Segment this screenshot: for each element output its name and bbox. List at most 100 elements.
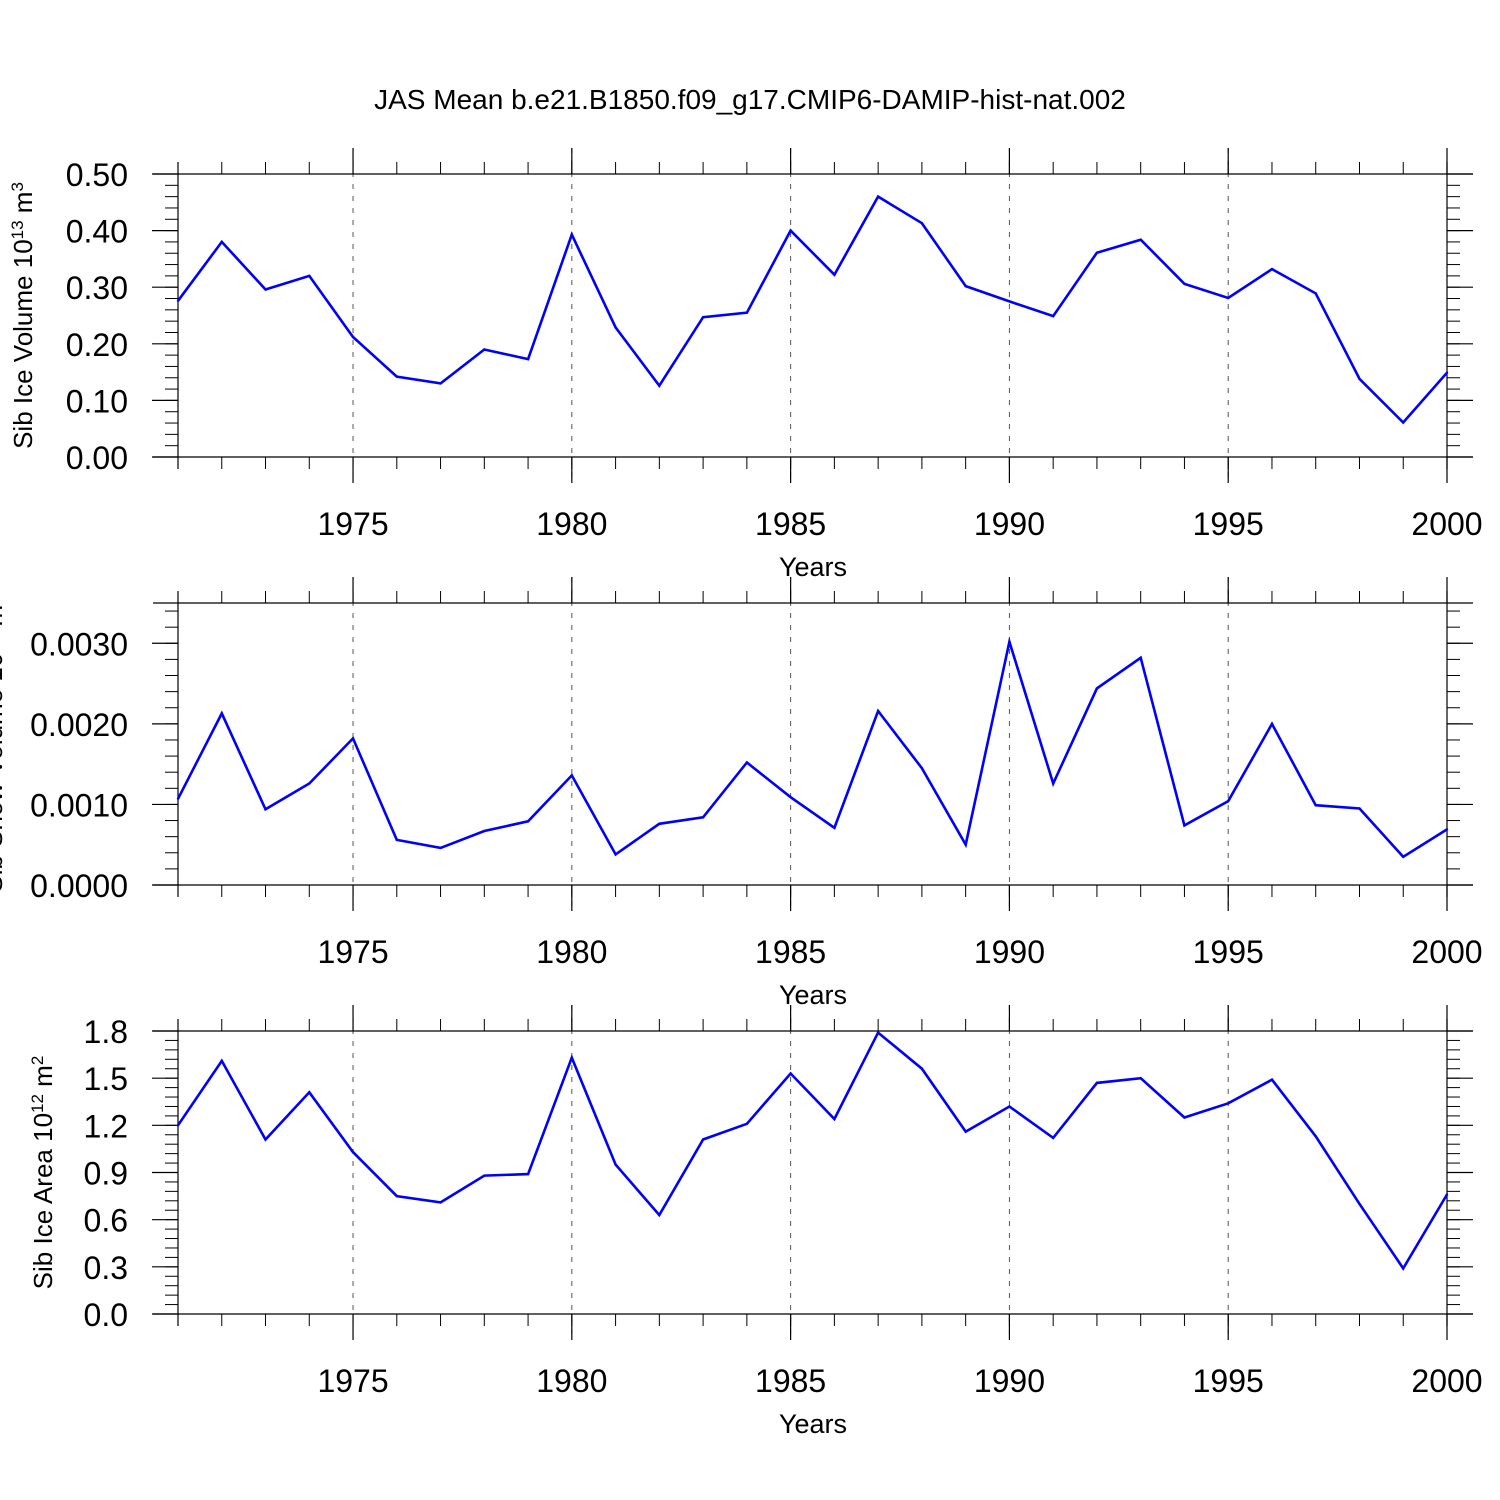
data-point (1183, 1116, 1186, 1119)
data-point (176, 1124, 180, 1127)
data-point (308, 274, 311, 278)
data-point (1270, 1078, 1274, 1081)
series-line (176, 194, 1448, 425)
data-point (1227, 296, 1230, 300)
y-tick-label: 0.10 (66, 383, 128, 419)
x-tick-label: 2000 (1411, 934, 1482, 970)
data-point (1270, 267, 1274, 271)
data-point (483, 1174, 486, 1177)
y-axis-label-unit-exponent: 2 (28, 1056, 47, 1065)
x-tick-label: 1990 (974, 1363, 1045, 1399)
chart-title: JAS Mean b.e21.B1850.f09_g17.CMIP6-DAMIP… (374, 84, 1126, 115)
data-point (1402, 421, 1405, 424)
data-point (220, 712, 223, 715)
y-tick-label: 0.00 (66, 440, 128, 476)
data-point (395, 1194, 398, 1198)
x-tick-label: 1995 (1193, 1363, 1264, 1399)
data-point (1445, 371, 1449, 374)
data-point (351, 1150, 355, 1154)
y-tick-label: 0.20 (66, 327, 128, 363)
data-point (1008, 640, 1011, 643)
x-tick-label: 1995 (1193, 934, 1264, 970)
data-point (789, 795, 792, 799)
data-point (964, 284, 967, 288)
x-tick-label: 2000 (1411, 1363, 1482, 1399)
data-point (789, 1072, 792, 1075)
panel-2: 0.0000 0.0010 0.0020 0.0030 1975 1980 1985 1990… (0, 577, 1483, 1010)
data-point (1227, 800, 1230, 803)
data-point (351, 335, 355, 339)
data-point (745, 311, 749, 314)
data-point (483, 348, 486, 351)
data-point (1095, 687, 1099, 690)
y-tick-label: 0.0000 (30, 868, 128, 904)
y-axis-label: Sib Ice Area 1012 m2 (28, 1056, 59, 1290)
data-point (1314, 804, 1317, 807)
data-point (833, 273, 836, 276)
y-axis-label: Sib Ice Volume 1013 m3 (8, 182, 39, 449)
data-point (614, 1163, 617, 1166)
data-point (439, 846, 442, 850)
data-point (176, 797, 180, 800)
data-point (1139, 1076, 1142, 1080)
data-point (1008, 1105, 1011, 1108)
data-point (1402, 855, 1405, 858)
data-point (833, 826, 836, 829)
y-axis-label-exponent: 13 (8, 220, 27, 239)
y-tick-label: 0.0020 (30, 707, 128, 743)
panel-3: 0.0 0.3 0.6 0.9 1.2 1.5 1.8 1975 1980 1985 1990 199… (28, 1005, 1483, 1439)
data-point (701, 816, 705, 819)
x-tick-label: 1985 (755, 506, 826, 542)
x-tick-label: 1990 (974, 506, 1045, 542)
y-axis-label-unit: m (8, 192, 38, 221)
data-point (701, 1138, 705, 1141)
y-tick-label: 1.5 (84, 1061, 128, 1097)
data-point (1051, 782, 1055, 785)
data-point (1183, 824, 1186, 827)
data-point (570, 1056, 574, 1059)
data-point (1402, 1267, 1405, 1270)
data-point (570, 774, 574, 777)
data-point (308, 1091, 311, 1094)
x-axis-label: Years (779, 1409, 847, 1439)
y-tick-label: 0.6 (84, 1203, 128, 1239)
data-point (1051, 314, 1055, 318)
x-tick-label: 2000 (1411, 506, 1482, 542)
x-tick-label: 1990 (974, 934, 1045, 970)
data-point (920, 222, 924, 225)
data-point (264, 1138, 267, 1141)
series-line (176, 636, 1448, 859)
data-point (526, 820, 530, 823)
y-axis-label-unit: m (0, 605, 8, 634)
y-tick-label: 0.0 (84, 1297, 128, 1333)
data-point (964, 1130, 967, 1133)
data-point (614, 326, 617, 329)
x-tick-label: 1985 (755, 934, 826, 970)
x-tick-label: 1980 (536, 506, 607, 542)
data-point (1095, 251, 1099, 254)
y-tick-label: 0.3 (84, 1250, 128, 1286)
data-point (833, 1117, 836, 1121)
data-point (1051, 1136, 1055, 1140)
y-axis-label-text: Sib Snow Volume 10 (0, 653, 8, 893)
x-axis-label: Years (779, 552, 847, 582)
data-point (220, 240, 223, 244)
y-tick-label: 0.50 (66, 157, 128, 193)
y-axis-label: Sib Snow Volume 1013 m3 (0, 595, 8, 892)
x-tick-label: 1975 (317, 1363, 388, 1399)
data-point (351, 737, 355, 740)
y-tick-label: 0.0010 (30, 787, 128, 823)
x-tick-label: 1980 (536, 1363, 607, 1399)
data-point (658, 384, 661, 387)
data-point (1358, 377, 1361, 381)
y-tick-label: 0.30 (66, 270, 128, 306)
data-point (483, 829, 486, 833)
x-tick-label: 1975 (317, 934, 388, 970)
data-point (658, 822, 661, 825)
data-point (220, 1059, 223, 1063)
data-point (264, 288, 267, 291)
y-tick-label: 0.9 (84, 1156, 128, 1192)
data-point (395, 838, 398, 842)
data-point (1183, 282, 1186, 286)
